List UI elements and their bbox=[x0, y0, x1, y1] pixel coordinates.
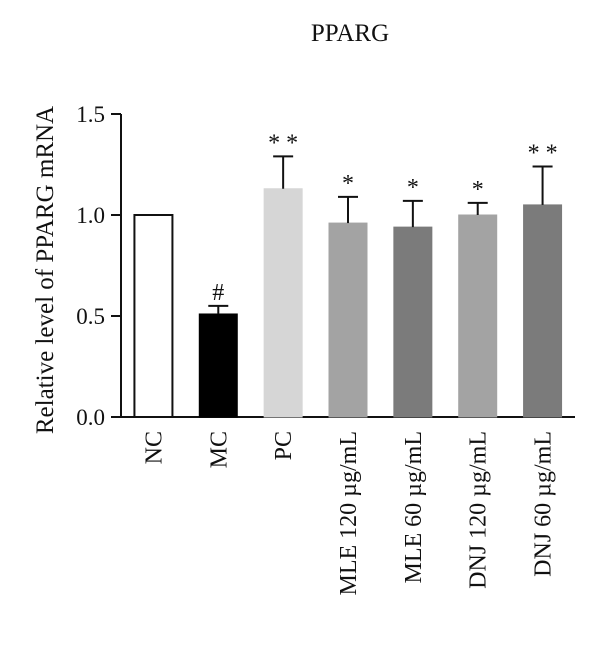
bar bbox=[393, 226, 433, 418]
y-axis-tick-label: 1.5 bbox=[76, 102, 105, 127]
significance-label: * * bbox=[268, 130, 298, 156]
x-axis-category-label: NC bbox=[141, 431, 167, 464]
error-bars bbox=[208, 155, 553, 314]
bar bbox=[328, 222, 368, 418]
y-axis-tick-label: 1.0 bbox=[76, 203, 105, 228]
y-axis-tick-label: 0.0 bbox=[76, 405, 105, 430]
x-axis-category-label: DNJ 120 µg/mL bbox=[466, 431, 492, 589]
bar bbox=[133, 214, 174, 418]
x-axis-category-labels: NC MC PC MLE 120 µg/mL MLE 60 µg/mL DNJ 120 µ… bbox=[141, 431, 556, 595]
significance-label: * bbox=[472, 177, 484, 203]
significance-label: * * bbox=[528, 141, 558, 167]
significance-label: * bbox=[407, 175, 419, 201]
x-axis-category-label: MLE 120 µg/mL bbox=[336, 431, 362, 595]
significance-labels: # * * * * * * * bbox=[212, 130, 557, 305]
bar bbox=[458, 214, 498, 418]
significance-label: * bbox=[342, 171, 354, 197]
bar bbox=[198, 313, 238, 418]
bar bbox=[523, 204, 563, 418]
bar bbox=[263, 188, 303, 418]
x-axis-category-label: MLE 60 µg/mL bbox=[401, 431, 427, 583]
x-axis-category-label: DNJ 60 µg/mL bbox=[531, 431, 557, 577]
x-axis-category-label: PC bbox=[271, 431, 297, 460]
y-axis-tick-label: 0.5 bbox=[76, 304, 105, 329]
significance-label: # bbox=[212, 280, 224, 306]
x-axis-category-label: MC bbox=[206, 431, 232, 468]
chart-title: PPARG bbox=[311, 20, 389, 47]
y-axis-label: Relative level of PPARG mRNA bbox=[32, 106, 59, 434]
y-axis-ticks: 0.0 0.5 1.0 1.5 bbox=[76, 102, 121, 430]
